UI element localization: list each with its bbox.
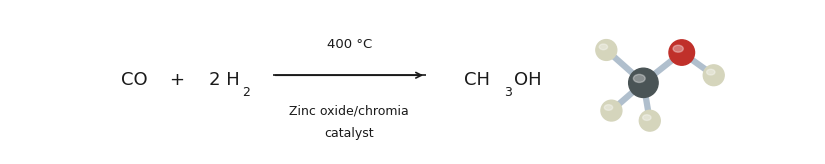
Ellipse shape (673, 45, 683, 52)
Ellipse shape (707, 69, 715, 75)
Text: CO: CO (120, 71, 147, 89)
Ellipse shape (703, 65, 724, 86)
Text: 2 H: 2 H (209, 71, 239, 89)
Text: OH: OH (514, 71, 542, 89)
Ellipse shape (599, 44, 607, 50)
Text: 2: 2 (242, 86, 250, 99)
Ellipse shape (639, 110, 660, 131)
Ellipse shape (601, 100, 622, 121)
Text: catalyst: catalyst (324, 127, 374, 140)
Text: 3: 3 (504, 86, 512, 99)
Text: CH: CH (464, 71, 490, 89)
Ellipse shape (605, 105, 613, 110)
Ellipse shape (596, 40, 617, 60)
Ellipse shape (634, 74, 645, 82)
Ellipse shape (669, 40, 695, 65)
Ellipse shape (629, 68, 658, 97)
Text: +: + (169, 71, 184, 89)
Ellipse shape (643, 115, 651, 120)
Text: 400 °C: 400 °C (327, 38, 372, 51)
Text: Zinc oxide/chromia: Zinc oxide/chromia (290, 104, 409, 117)
